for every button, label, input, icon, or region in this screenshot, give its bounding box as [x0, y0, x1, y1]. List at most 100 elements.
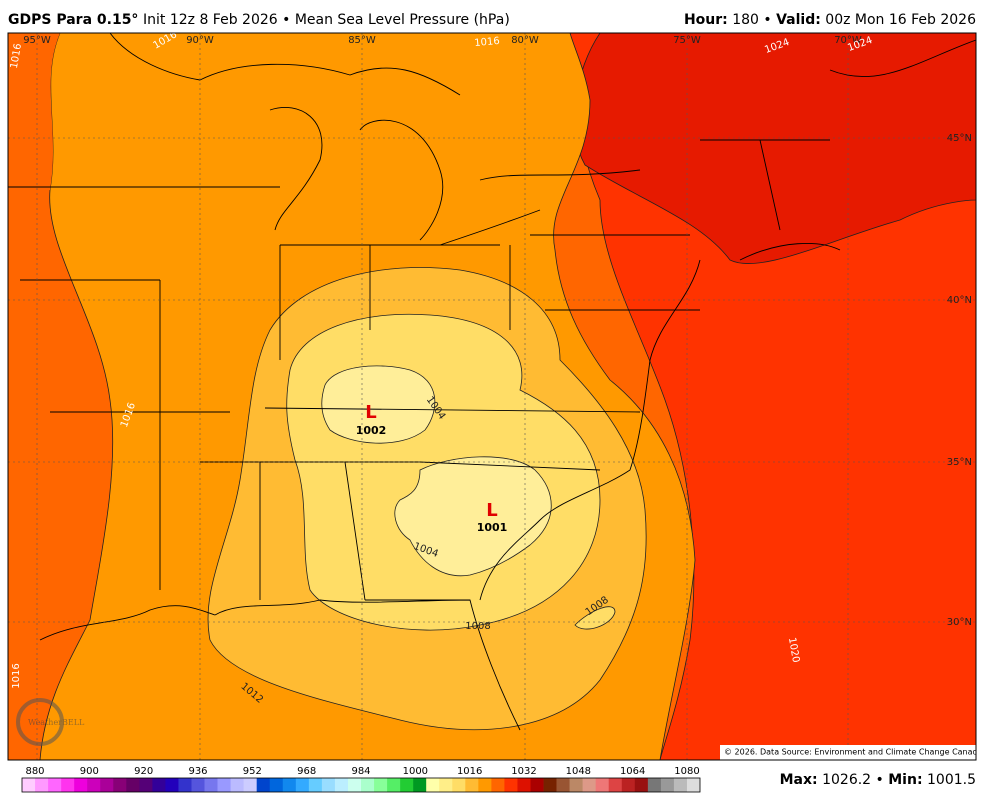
colorbar-tick-label: 984	[351, 766, 370, 777]
colorbar-tick-label: 880	[25, 766, 44, 777]
colorbar-cell	[126, 778, 140, 792]
map: 95°W 90°W 85°W 80°W 75°W 70°W 45°N 40°N 35°N 30°N…	[8, 33, 984, 760]
colorbar-cell	[334, 778, 349, 792]
colorbar-cell	[569, 778, 583, 792]
longitude-label: 85°W	[348, 35, 376, 46]
colorbar-tick-label: 1000	[403, 766, 428, 777]
latitude-label: 35°N	[947, 457, 972, 468]
colorbar-cell	[230, 778, 244, 792]
colorbar-cell	[282, 778, 297, 792]
longitude-label: 70°W	[834, 35, 862, 46]
longitude-label: 75°W	[673, 35, 701, 46]
colorbar-tick-label: 1032	[511, 766, 536, 777]
logo: WeatherBELL	[28, 718, 85, 727]
colorbar-cell	[321, 778, 336, 792]
low-symbol: L	[365, 402, 376, 423]
colorbar-tick-label: 936	[188, 766, 207, 777]
low-symbol: L	[486, 500, 497, 521]
colorbar-cell	[295, 778, 310, 792]
credit: © 2026. Data Source: Environment and Cli…	[724, 748, 984, 757]
graticule	[8, 33, 976, 760]
contour-label: 1016	[11, 663, 22, 688]
low-pressure: 1001	[477, 521, 508, 534]
colorbar-tick-label: 920	[134, 766, 153, 777]
latitude-label: 30°N	[947, 617, 972, 628]
colorbar-cell	[243, 778, 257, 792]
colorbar-cell	[100, 778, 114, 792]
colorbar-tick-label: 952	[243, 766, 262, 777]
colorbar-cell	[87, 778, 101, 792]
colorbar-cell	[204, 778, 218, 792]
colorbar-cell	[22, 778, 36, 792]
contour-label: 1016	[474, 36, 500, 49]
colorbar-cell	[426, 778, 440, 792]
colorbar-cell	[686, 778, 701, 792]
colorbar-cell	[465, 778, 479, 792]
colorbar-tick-label: 1048	[566, 766, 591, 777]
colorbar-cell	[361, 778, 375, 792]
colorbar-cell	[530, 778, 544, 792]
colorbar-cell	[673, 778, 688, 792]
colorbar-cell	[621, 778, 636, 792]
hour-label: Hour:	[684, 12, 728, 28]
colorbar-tick-label: 1016	[457, 766, 482, 777]
contour-label: 1020	[786, 637, 801, 664]
colorbar: 880 900 920 936 952 968 984 1000 1016 1032 1048 106…	[21, 766, 701, 793]
colorbar-tick-label: 1064	[620, 766, 645, 777]
longitude-label: 90°W	[186, 35, 214, 46]
colorbar-cell	[35, 778, 49, 792]
colorbar-cell	[582, 778, 596, 792]
colorbar-cell	[48, 778, 62, 792]
min-value: 1001.5	[927, 772, 976, 788]
longitude-label: 80°W	[511, 35, 539, 46]
credit-box	[720, 745, 976, 760]
low-pressure: 1002	[356, 424, 387, 437]
colorbar-cell	[387, 778, 401, 792]
colorbar-cell	[608, 778, 623, 792]
latitude-label: 45°N	[947, 133, 972, 144]
colorbar-cell	[504, 778, 518, 792]
colorbar-cell	[543, 778, 557, 792]
pressure-band	[574, 606, 616, 630]
colorbar-cell	[660, 778, 675, 792]
max-value: 1026.2 •	[822, 772, 884, 788]
colorbar-cell	[413, 778, 427, 792]
colorbar-cell	[347, 778, 362, 792]
pressure-band	[8, 33, 60, 190]
colorbar-cell	[113, 778, 127, 792]
colorbar-cell	[439, 778, 453, 792]
colorbar-cell	[647, 778, 662, 792]
colorbar-cell	[634, 778, 649, 792]
colorbar-cell	[74, 778, 88, 792]
colorbar-cell	[152, 778, 166, 792]
contour-label: 1008	[465, 621, 490, 632]
colorbar-cell	[595, 778, 610, 792]
colorbar-cell	[308, 778, 323, 792]
colorbar-tick-label: 900	[80, 766, 99, 777]
latitude-label: 40°N	[947, 295, 972, 306]
colorbar-cell	[478, 778, 492, 792]
hour: 180 •	[732, 12, 771, 28]
colorbar-cell	[452, 778, 466, 792]
colorbar-cell	[491, 778, 505, 792]
colorbar-cell	[374, 778, 388, 792]
longitude-label: 95°W	[23, 35, 51, 46]
colorbar-cell	[256, 778, 271, 792]
max-label: Max:	[780, 772, 818, 788]
contour-label: 1016	[9, 43, 24, 70]
valid-time: 00z Mon 16 Feb 2026	[825, 12, 976, 28]
map-labels: 95°W 90°W 85°W 80°W 75°W 70°W 45°N 40°N 35°N 30°N…	[9, 33, 972, 706]
colorbar-cell	[178, 778, 192, 792]
colorbar-cell	[517, 778, 531, 792]
pressure-band	[321, 365, 436, 444]
colorbar-cell	[217, 778, 231, 792]
colorbar-cell	[191, 778, 205, 792]
colorbar-cell	[269, 778, 284, 792]
min-label: Min:	[888, 772, 922, 788]
extremes: Max: 1026.2 • Min: 1001.5	[780, 772, 976, 788]
run-description: Init 12z 8 Feb 2026 • Mean Sea Level Pre…	[143, 12, 510, 28]
colorbar-cell	[556, 778, 570, 792]
map-frame	[7, 32, 977, 761]
logo-mark: WeatherBELL	[16, 698, 85, 746]
